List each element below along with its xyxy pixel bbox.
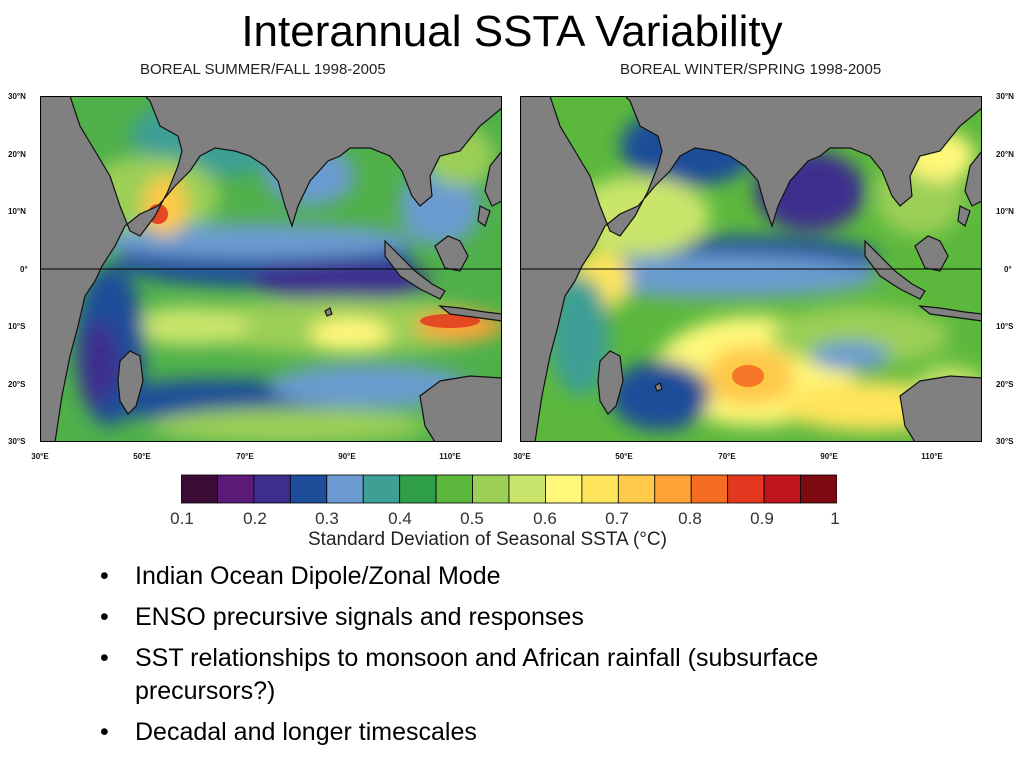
colorbar-swatch <box>654 474 692 504</box>
bullet-item: SST relationships to monsoon and African… <box>100 642 960 708</box>
lon-label: 70°E <box>236 452 254 461</box>
lat-label: 20°S <box>996 380 1014 389</box>
colorbar-tick: 0.1 <box>170 509 194 528</box>
colorbar-swatch <box>362 474 401 504</box>
colorbar-swatch <box>217 474 255 504</box>
colorbar-swatch <box>508 474 546 504</box>
colorbar-swatch <box>800 474 837 504</box>
lon-label: 30°E <box>513 452 531 461</box>
colorbar-label: Standard Deviation of Seasonal SSTA (°C) <box>308 529 667 550</box>
lat-label: 20°N <box>8 150 26 159</box>
colorbar-tick: 0.8 <box>678 509 702 528</box>
colorbar-swatch <box>690 474 729 504</box>
colorbar-tick: 0.2 <box>243 509 267 528</box>
colorbar-swatch <box>289 474 328 504</box>
lon-label: 50°E <box>133 452 151 461</box>
right-map-title: BOREAL WINTER/SPRING 1998-2005 <box>620 61 882 78</box>
bullet-item: Indian Ocean Dipole/Zonal Mode <box>100 560 960 593</box>
hotspot-java <box>420 314 480 328</box>
lat-label: 30°N <box>8 92 26 101</box>
bullet-list: Indian Ocean Dipole/Zonal Mode ENSO prec… <box>100 560 960 757</box>
landmass <box>40 96 502 442</box>
lat-label: 20°S <box>8 380 26 389</box>
bullet-item: Decadal and longer timescales <box>100 716 960 749</box>
colorbar-swatch <box>181 474 218 504</box>
lat-label: 20°N <box>996 150 1014 159</box>
left-map-title: BOREAL SUMMER/FALL 1998-2005 <box>140 61 386 78</box>
lon-label: 110°E <box>439 452 461 461</box>
lat-label: 30°N <box>996 92 1014 101</box>
lat-label: 30°S <box>8 437 26 446</box>
lat-label: 10°S <box>996 322 1014 331</box>
colorbar-swatch <box>435 474 473 504</box>
lat-label: 10°N <box>996 207 1014 216</box>
lat-label: 10°N <box>8 207 26 216</box>
colorbar-tick: 0.7 <box>605 509 629 528</box>
map-frame <box>40 96 502 442</box>
lon-label: 70°E <box>718 452 736 461</box>
colorbar <box>181 474 837 504</box>
right-ssta-map <box>520 96 982 442</box>
colorbar-tick: 0.9 <box>750 509 774 528</box>
map-frame <box>520 96 982 442</box>
colorbar-swatch <box>763 474 801 504</box>
colorbar-swatch <box>617 474 656 504</box>
landmass <box>520 96 982 442</box>
lat-label: 0° <box>20 265 28 274</box>
colorbar-tick: 0.4 <box>388 509 412 528</box>
lat-label: 0° <box>1004 265 1012 274</box>
colorbar-tick: 0.3 <box>315 509 339 528</box>
lon-label: 30°E <box>31 452 49 461</box>
left-ssta-map <box>40 96 502 442</box>
lat-label: 30°S <box>996 437 1014 446</box>
slide-title: Interannual SSTA Variability <box>241 7 783 56</box>
colorbar-swatch <box>326 474 364 504</box>
colorbar-swatch <box>545 474 583 504</box>
bullet-item: ENSO precursive signals and responses <box>100 601 960 634</box>
hotspot-south-io <box>732 365 764 387</box>
colorbar-swatch <box>472 474 510 504</box>
colorbar-swatch <box>727 474 765 504</box>
lon-label: 50°E <box>615 452 633 461</box>
colorbar-swatch <box>253 474 291 504</box>
lat-label: 10°S <box>8 322 26 331</box>
colorbar-tick: 1 <box>830 509 840 528</box>
colorbar-swatch <box>399 474 437 504</box>
colorbar-swatch <box>581 474 619 504</box>
lon-label: 110°E <box>921 452 943 461</box>
colorbar-tick: 0.6 <box>533 509 557 528</box>
lon-label: 90°E <box>820 452 838 461</box>
colorbar-tick: 0.5 <box>460 509 484 528</box>
lon-label: 90°E <box>338 452 356 461</box>
